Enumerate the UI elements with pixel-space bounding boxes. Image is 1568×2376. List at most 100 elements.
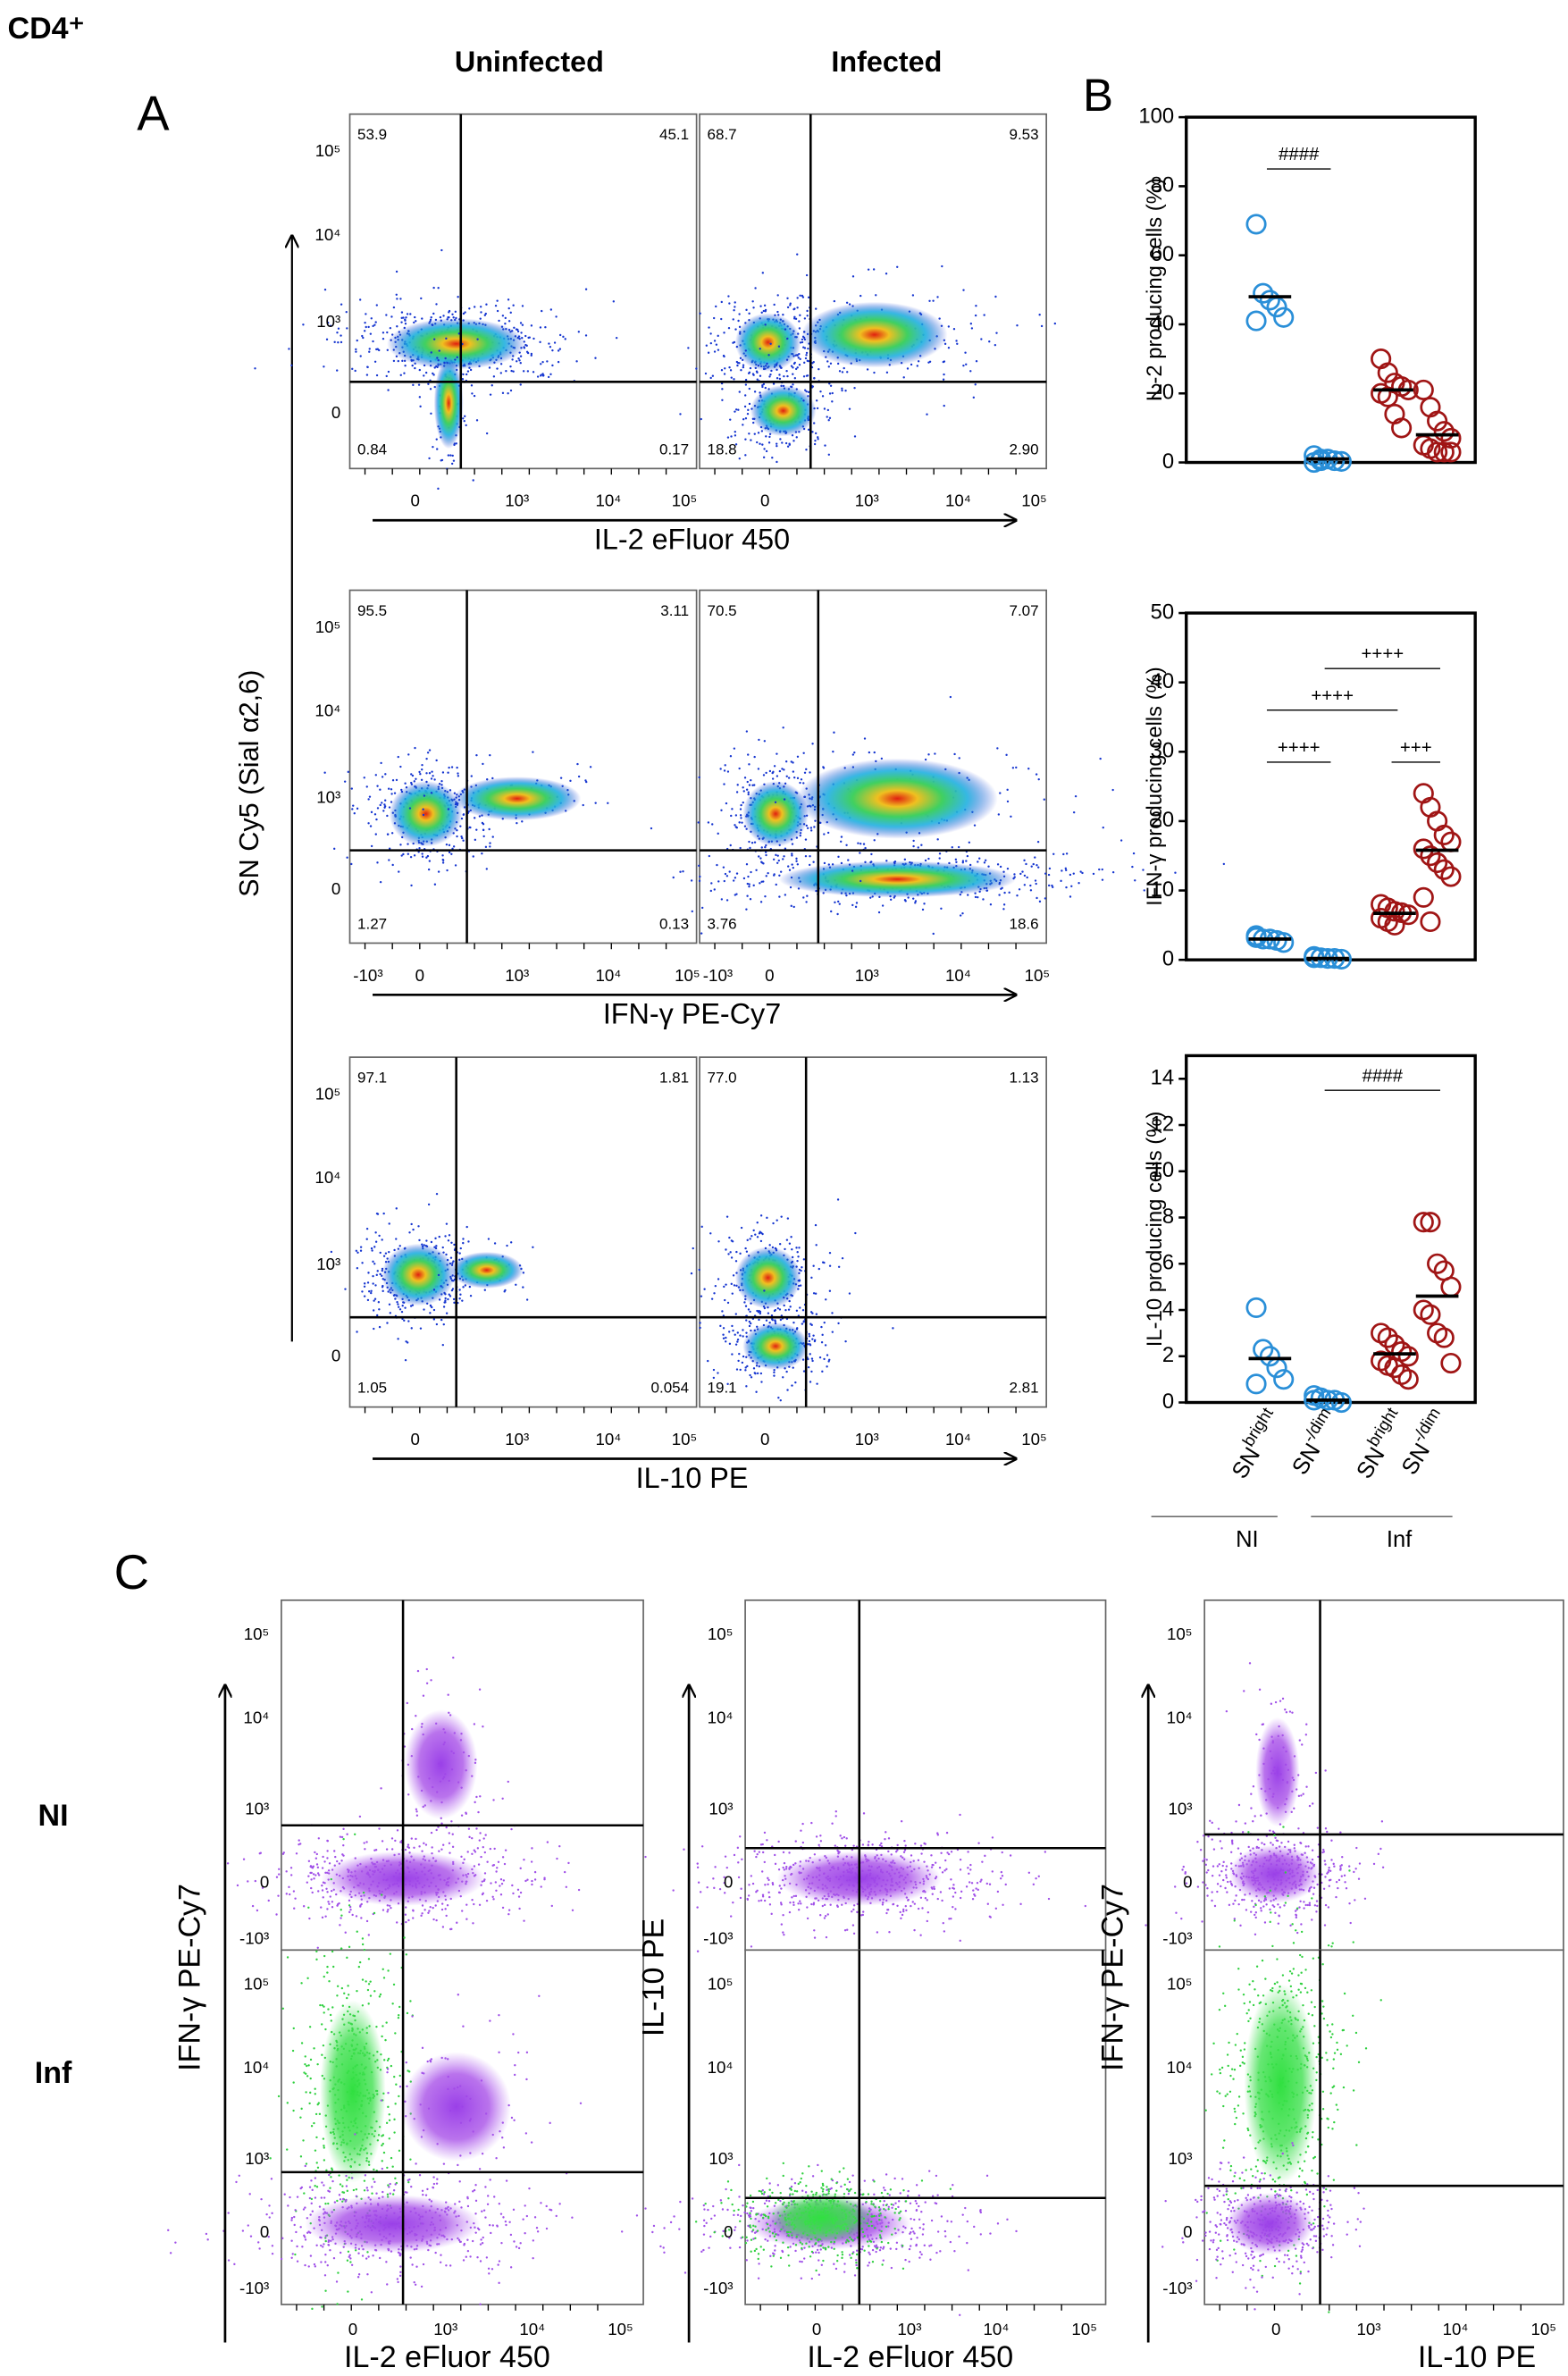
event-dot xyxy=(479,317,482,320)
event-dot xyxy=(405,1953,408,1956)
event-dot xyxy=(413,780,415,783)
event-dot xyxy=(868,751,871,754)
event-dot xyxy=(395,270,398,273)
event-dot xyxy=(1134,879,1136,882)
event-dot xyxy=(764,323,767,326)
event-dot xyxy=(442,1306,446,1308)
event-dot xyxy=(965,860,968,862)
event-dot xyxy=(723,783,725,785)
event-dot xyxy=(344,1288,347,1290)
event-dot xyxy=(412,383,415,387)
event-dot xyxy=(398,2005,401,2009)
event-dot xyxy=(540,1885,542,1888)
density-core xyxy=(404,1709,478,1819)
event-dot xyxy=(383,799,387,802)
event-dot xyxy=(795,860,798,862)
event-dot xyxy=(727,326,731,330)
event-dot xyxy=(762,456,766,459)
event-dot xyxy=(747,791,750,793)
flow-plot xyxy=(323,589,698,945)
event-dot xyxy=(356,1331,358,1333)
event-dot xyxy=(431,770,433,773)
event-dot xyxy=(712,1368,716,1372)
event-dot xyxy=(486,1860,489,1863)
event-dot xyxy=(949,695,952,699)
event-dot xyxy=(762,309,766,313)
event-dot xyxy=(799,294,801,297)
event-dot xyxy=(430,412,432,416)
x-axis-label: IL-10 PE xyxy=(636,1462,749,1494)
event-dot xyxy=(329,2013,332,2017)
event-dot xyxy=(410,1837,413,1840)
event-dot xyxy=(307,1860,311,1862)
event-dot xyxy=(355,2188,358,2191)
event-dot xyxy=(298,1843,300,1846)
event-dot xyxy=(402,852,405,856)
event-dot xyxy=(462,1238,465,1240)
event-dot xyxy=(1029,889,1033,892)
event-dot xyxy=(1047,873,1051,877)
event-dot xyxy=(382,2025,384,2028)
event-dot xyxy=(814,432,818,435)
y-tick-label: 10³ xyxy=(316,312,340,331)
event-dot xyxy=(474,817,476,819)
quadrant-label: 2.81 xyxy=(1009,1380,1038,1397)
significance-label: ++++ xyxy=(1278,738,1321,758)
event-dot xyxy=(749,846,751,850)
x-tick-label: 0 xyxy=(415,966,424,985)
event-dot xyxy=(414,366,416,370)
event-dot xyxy=(607,802,609,805)
event-dot xyxy=(721,1310,724,1313)
x-tick-label: 10⁵ xyxy=(1021,491,1047,510)
event-dot xyxy=(372,1282,374,1285)
event-dot xyxy=(397,755,399,759)
event-dot xyxy=(355,348,357,351)
event-dot xyxy=(478,1839,481,1842)
event-dot xyxy=(340,1909,342,1911)
event-dot xyxy=(967,894,969,896)
event-dot xyxy=(310,1886,313,1890)
event-dot xyxy=(744,394,747,397)
event-dot xyxy=(372,1274,374,1278)
event-dot xyxy=(717,334,719,338)
event-dot xyxy=(765,1319,768,1322)
event-dot xyxy=(717,1278,720,1280)
event-dot xyxy=(473,1849,475,1851)
event-dot xyxy=(407,1793,410,1796)
event-dot xyxy=(386,814,389,818)
event-dot xyxy=(730,376,733,379)
event-dot xyxy=(421,768,423,771)
event-dot xyxy=(339,2183,342,2186)
event-dot xyxy=(448,844,451,847)
event-dot xyxy=(704,372,708,375)
event-dot xyxy=(801,1266,803,1269)
event-dot xyxy=(489,1847,492,1851)
event-dot xyxy=(765,853,767,857)
data-point xyxy=(1440,1352,1462,1374)
event-dot xyxy=(549,346,552,348)
event-dot xyxy=(452,845,456,848)
event-dot xyxy=(936,296,939,298)
event-dot xyxy=(530,1860,533,1863)
event-dot xyxy=(387,2105,390,2109)
event-dot xyxy=(761,443,764,446)
event-dot xyxy=(697,821,700,824)
event-dot xyxy=(759,305,762,307)
event-dot xyxy=(714,1284,717,1288)
event-dot xyxy=(381,1238,383,1241)
event-dot xyxy=(761,1232,764,1236)
event-dot xyxy=(729,1251,732,1254)
event-dot xyxy=(489,845,491,848)
event-dot xyxy=(805,354,808,357)
event-dot xyxy=(983,861,986,864)
event-dot xyxy=(254,367,256,370)
event-dot xyxy=(448,1832,450,1834)
event-dot xyxy=(1027,768,1030,770)
event-dot xyxy=(363,1295,366,1297)
event-dot xyxy=(275,1913,278,1916)
event-dot xyxy=(822,767,826,769)
event-dot xyxy=(851,275,855,278)
event-dot xyxy=(365,1919,369,1923)
group-label: Inf xyxy=(1387,1527,1413,1552)
event-dot xyxy=(786,306,790,309)
